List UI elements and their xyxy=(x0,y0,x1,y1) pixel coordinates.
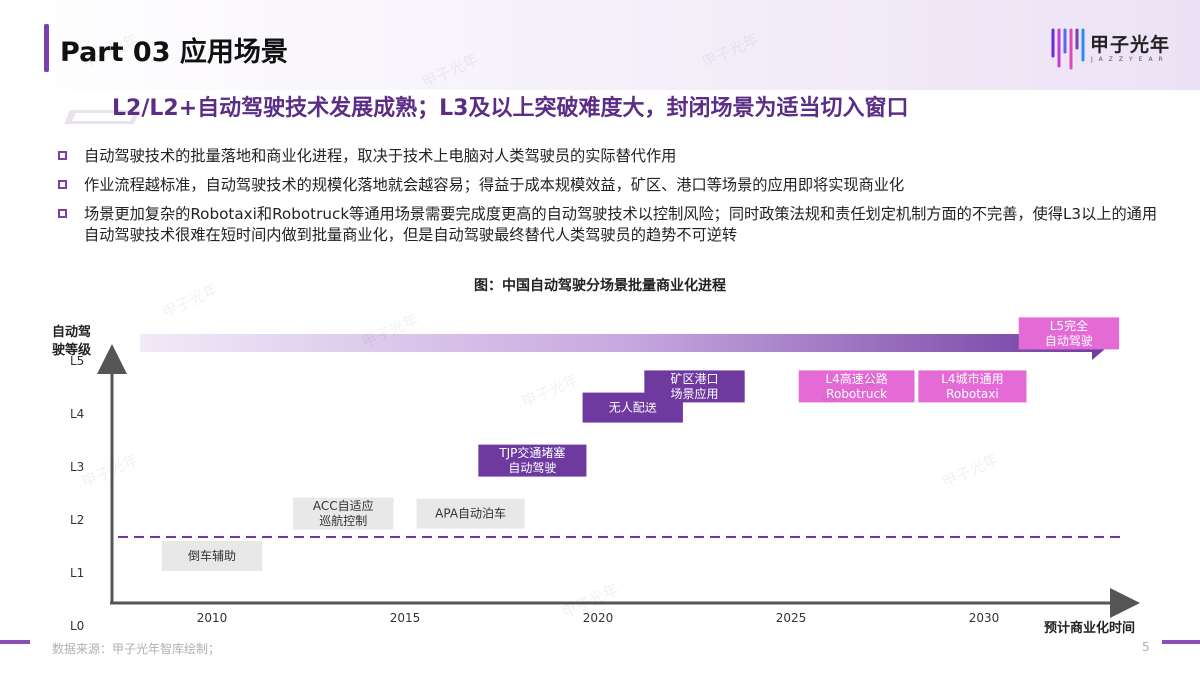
x-tick-label: 2010 xyxy=(197,611,228,625)
bullet-list: 自动驾驶技术的批量落地和商业化进程，取决于技术上电脑对人类驾驶员的实际替代作用 … xyxy=(58,146,1158,254)
bullet-item: 场景更加复杂的Robotaxi和Robotruck等通用场景需要完成度更高的自动… xyxy=(58,204,1158,246)
timeline-item-label: ACC自适应 xyxy=(313,498,374,513)
timeline-item-box xyxy=(161,541,263,571)
x-axis-label: 预计商业化时间 xyxy=(1044,620,1135,636)
timeline-item-label: 自动驾驶 xyxy=(1045,333,1093,348)
brand-logo-subtext: JAZZYEAR xyxy=(1091,56,1169,63)
bullet-item: 自动驾驶技术的批量落地和商业化进程，取决于技术上电脑对人类驾驶员的实际替代作用 xyxy=(58,146,1158,167)
timeline-item-label: APA自动泊车 xyxy=(435,506,506,521)
timeline-item-label: L5完全 xyxy=(1050,318,1088,333)
y-tick-label: L1 xyxy=(70,566,84,580)
bullet-item: 作业流程越标准，自动驾驶技术的规模化落地就会越容易；得益于成本规模效益，矿区、港… xyxy=(58,175,1158,196)
title-accent-bar xyxy=(44,24,49,72)
header-background xyxy=(0,0,1200,90)
timeline-item-label: TJP交通堵塞 xyxy=(498,445,565,460)
timeline-item-box xyxy=(1018,317,1120,350)
x-tick-label: 2020 xyxy=(583,611,614,625)
timeline-item-box xyxy=(293,497,394,530)
bullet-text: 场景更加复杂的Robotaxi和Robotruck等通用场景需要完成度更高的自动… xyxy=(84,205,1158,244)
x-tick-label: 2015 xyxy=(390,611,421,625)
x-tick-label: 2030 xyxy=(969,611,1000,625)
timeline-item-box xyxy=(798,370,915,403)
bullet-square-icon xyxy=(58,209,67,218)
x-tick-label: 2025 xyxy=(776,611,807,625)
y-axis-label-line2: 驶等级 xyxy=(52,342,92,358)
timeline-item-box xyxy=(478,444,587,477)
bullet-square-icon xyxy=(58,151,67,160)
timeline-item-label: 自动驾驶 xyxy=(508,460,556,475)
brand-logo-text: 甲子光年 xyxy=(1090,34,1171,56)
timeline-item-box xyxy=(918,370,1027,403)
bullet-text: 作业流程越标准，自动驾驶技术的规模化落地就会越容易；得益于成本规模效益，矿区、港… xyxy=(84,176,905,194)
timeline-item-label: 巡航控制 xyxy=(319,513,367,528)
footer-source: 数据来源：甲子光年智库绘制； xyxy=(52,642,221,656)
timeline-item-label: L4高速公路 xyxy=(825,371,887,386)
y-tick-label: L2 xyxy=(70,513,84,527)
y-tick-label: L5 xyxy=(70,354,84,368)
timeline-item-box xyxy=(644,370,745,403)
slide-subtitle: L2/L2+自动驾驶技术发展成熟；L3及以上突破难度大，封闭场景为适当切入窗口 xyxy=(112,96,909,121)
page-title: Part 03 应用场景 xyxy=(60,37,288,68)
timeline-item-label: Robotruck xyxy=(826,387,887,401)
bullet-square-icon xyxy=(58,180,67,189)
chart-title: 图：中国自动驾驶分场景批量商业化进程 xyxy=(474,278,726,294)
page-number: 5 xyxy=(1142,640,1150,654)
subtitle-decoration-icon xyxy=(64,110,140,124)
timeline-item-box xyxy=(416,498,525,529)
timeline-item-label: L4城市通用 xyxy=(941,371,1003,386)
brand-logo-icon xyxy=(1051,28,1085,70)
y-tick-label: L0 xyxy=(70,619,84,633)
y-tick-label: L4 xyxy=(70,407,84,421)
timeline-item-label: Robotaxi xyxy=(946,387,999,401)
timeline-banner-arrow xyxy=(140,326,1112,360)
y-tick-label: L3 xyxy=(70,460,84,474)
footer-accent-right xyxy=(1162,640,1200,644)
bullet-text: 自动驾驶技术的批量落地和商业化进程，取决于技术上电脑对人类驾驶员的实际替代作用 xyxy=(84,147,677,165)
timeline-item-label: 无人配送 xyxy=(609,400,657,415)
timeline-item-label: 矿区港口 xyxy=(670,372,718,386)
timeline-item-label: 场景应用 xyxy=(670,386,718,401)
y-axis-label-line1: 自动驾 xyxy=(52,324,91,340)
timeline-item-label: 倒车辅助 xyxy=(188,548,236,563)
footer-accent-left xyxy=(0,640,30,644)
